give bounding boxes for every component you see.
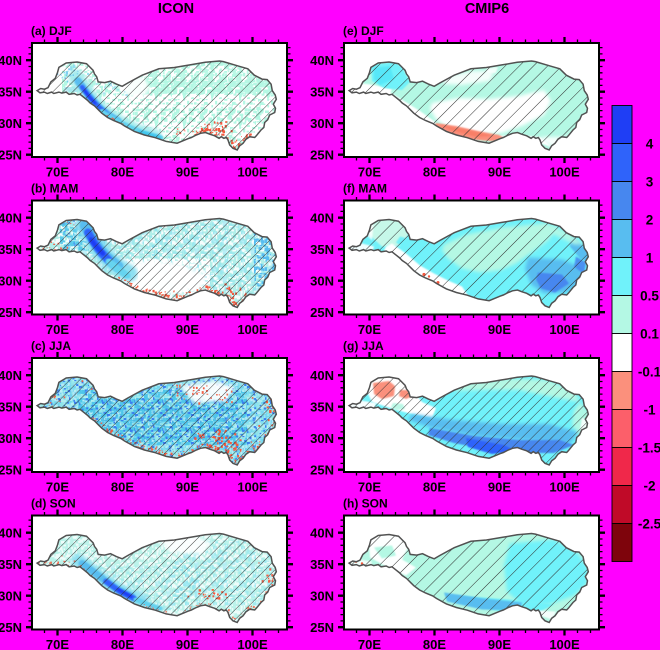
svg-text:25N: 25N — [310, 462, 334, 477]
svg-text:30N: 30N — [0, 116, 22, 131]
svg-text:40N: 40N — [0, 210, 22, 225]
svg-text:35N: 35N — [0, 84, 22, 99]
svg-text:80E: 80E — [423, 480, 446, 495]
svg-text:40N: 40N — [0, 525, 22, 540]
svg-text:25N: 25N — [0, 620, 22, 635]
svg-text:70E: 70E — [358, 322, 381, 337]
svg-text:35N: 35N — [310, 557, 334, 572]
svg-text:-1.5: -1.5 — [638, 440, 660, 455]
svg-text:-0.1: -0.1 — [638, 364, 660, 379]
svg-text:CMIP6: CMIP6 — [465, 1, 509, 17]
svg-text:0.1: 0.1 — [640, 326, 659, 341]
svg-text:30N: 30N — [0, 431, 22, 446]
svg-text:70E: 70E — [46, 637, 69, 650]
svg-text:1: 1 — [646, 250, 654, 265]
svg-text:100E: 100E — [549, 165, 580, 180]
svg-text:2: 2 — [646, 212, 654, 227]
svg-text:30N: 30N — [310, 116, 334, 131]
svg-text:80E: 80E — [423, 165, 446, 180]
svg-text:70E: 70E — [46, 322, 69, 337]
svg-text:80E: 80E — [111, 322, 134, 337]
svg-text:-2: -2 — [643, 478, 655, 493]
svg-text:(a) DJF: (a) DJF — [31, 24, 72, 38]
svg-text:40N: 40N — [0, 53, 22, 68]
svg-text:70E: 70E — [358, 165, 381, 180]
svg-text:90E: 90E — [176, 322, 199, 337]
svg-text:35N: 35N — [310, 242, 334, 257]
svg-text:40N: 40N — [310, 525, 334, 540]
svg-text:80E: 80E — [423, 637, 446, 650]
svg-text:(f) MAM: (f) MAM — [343, 182, 387, 196]
svg-text:25N: 25N — [310, 147, 334, 162]
svg-text:30N: 30N — [0, 588, 22, 603]
svg-text:40N: 40N — [310, 210, 334, 225]
svg-text:90E: 90E — [176, 165, 199, 180]
svg-text:90E: 90E — [488, 637, 511, 650]
svg-text:100E: 100E — [549, 480, 580, 495]
svg-text:35N: 35N — [0, 399, 22, 414]
svg-text:80E: 80E — [423, 322, 446, 337]
svg-text:(c) JJA: (c) JJA — [31, 339, 71, 353]
svg-text:100E: 100E — [237, 322, 268, 337]
svg-text:100E: 100E — [237, 480, 268, 495]
svg-text:70E: 70E — [46, 480, 69, 495]
svg-text:90E: 90E — [176, 480, 199, 495]
svg-text:80E: 80E — [111, 165, 134, 180]
svg-text:100E: 100E — [549, 637, 580, 650]
svg-text:-1: -1 — [643, 402, 655, 417]
svg-text:35N: 35N — [310, 84, 334, 99]
svg-text:90E: 90E — [176, 637, 199, 650]
svg-text:80E: 80E — [111, 637, 134, 650]
svg-text:35N: 35N — [0, 557, 22, 572]
svg-text:90E: 90E — [488, 480, 511, 495]
svg-text:100E: 100E — [549, 322, 580, 337]
svg-text:100E: 100E — [237, 637, 268, 650]
svg-text:(b) MAM: (b) MAM — [31, 182, 78, 196]
svg-text:40N: 40N — [310, 53, 334, 68]
svg-text:-2.5: -2.5 — [638, 516, 660, 531]
svg-text:25N: 25N — [0, 305, 22, 320]
svg-text:40N: 40N — [310, 368, 334, 383]
svg-text:30N: 30N — [310, 273, 334, 288]
svg-text:40N: 40N — [0, 368, 22, 383]
svg-text:25N: 25N — [310, 620, 334, 635]
svg-text:30N: 30N — [0, 273, 22, 288]
svg-text:25N: 25N — [310, 305, 334, 320]
svg-text:(h) SON: (h) SON — [343, 497, 388, 511]
svg-text:100E: 100E — [237, 165, 268, 180]
svg-text:25N: 25N — [0, 147, 22, 162]
svg-text:3: 3 — [646, 174, 654, 189]
svg-text:4: 4 — [646, 136, 654, 151]
svg-text:25N: 25N — [0, 462, 22, 477]
svg-text:70E: 70E — [46, 165, 69, 180]
svg-text:(d) SON: (d) SON — [31, 497, 76, 511]
svg-text:30N: 30N — [310, 588, 334, 603]
svg-text:(e) DJF: (e) DJF — [343, 24, 384, 38]
svg-text:80E: 80E — [111, 480, 134, 495]
svg-text:30N: 30N — [310, 431, 334, 446]
svg-text:90E: 90E — [488, 165, 511, 180]
svg-text:(g) JJA: (g) JJA — [343, 339, 384, 353]
svg-text:70E: 70E — [358, 480, 381, 495]
svg-text:ICON: ICON — [158, 1, 194, 17]
svg-text:35N: 35N — [310, 399, 334, 414]
svg-text:70E: 70E — [358, 637, 381, 650]
svg-text:0.5: 0.5 — [640, 288, 659, 303]
svg-text:90E: 90E — [488, 322, 511, 337]
svg-text:35N: 35N — [0, 242, 22, 257]
